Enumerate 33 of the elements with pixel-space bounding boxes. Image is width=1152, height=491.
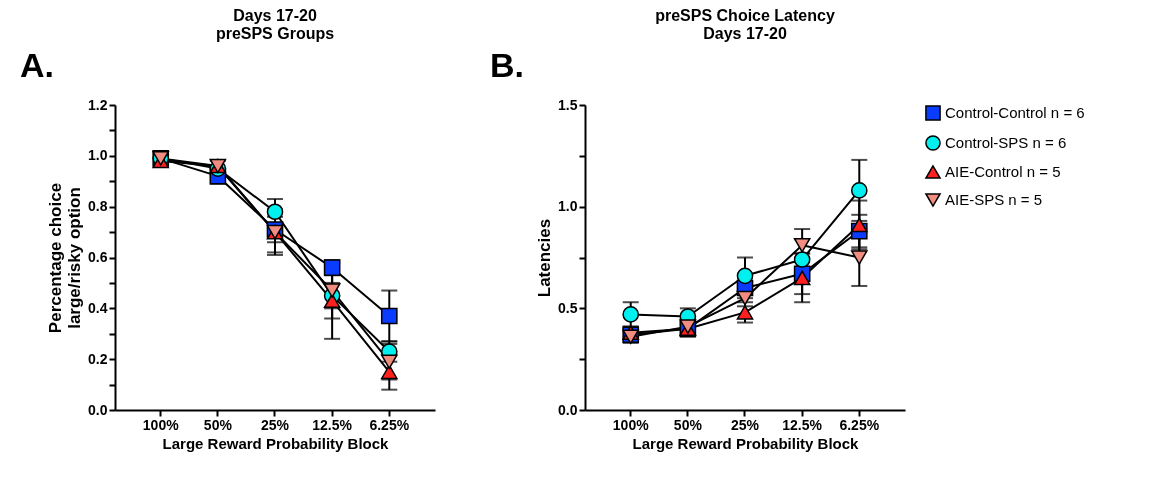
legend-label: AIE-SPS n = 5 <box>945 191 1043 208</box>
x-tick-label: 50% <box>203 416 233 433</box>
legend-label: Control-Control n = 6 <box>945 104 1085 121</box>
y-axis-title: Latencies <box>535 218 555 298</box>
y-tick-label: 0.4 <box>88 299 108 316</box>
x-axis-title: Large Reward Probability Block <box>632 434 860 452</box>
x-tick-label: 6.25% <box>369 416 410 433</box>
text: B. <box>490 46 524 84</box>
x-tick-label: 25% <box>260 416 290 433</box>
y-tick-label: 0.8 <box>88 198 108 215</box>
y-tick-label: 1.0 <box>88 147 108 164</box>
y-tick-label: 1.0 <box>558 198 578 215</box>
y-tick-label: 0.0 <box>88 401 108 418</box>
chart-title: Days 17-20 preSPS Groups <box>215 7 335 42</box>
x-tick-label: 12.5% <box>782 416 823 433</box>
y-tick-label: 0.5 <box>558 299 578 316</box>
y-tick-label: 1.2 <box>88 96 108 113</box>
x-tick-label: 50% <box>673 416 703 433</box>
x-tick-label: 100% <box>612 416 650 433</box>
text: A. <box>20 46 54 84</box>
x-tick-label: 12.5% <box>312 416 353 433</box>
y-tick-label: 1.5 <box>558 96 578 113</box>
y-tick-label: 0.2 <box>88 350 108 367</box>
x-tick-label: 100% <box>142 416 180 433</box>
y-tick-label: 0.6 <box>88 249 108 265</box>
legend-label: Control-SPS n = 6 <box>945 134 1067 151</box>
legend-label: AIE-Control n = 5 <box>945 163 1061 180</box>
y-axis-title: Percentage choice large/risky option <box>46 182 85 334</box>
chart-title: preSPS Choice Latency Days 17-20 <box>655 7 835 42</box>
x-axis-title: Large Reward Probability Block <box>162 434 390 452</box>
x-tick-label: 25% <box>730 416 760 433</box>
x-tick-label: 6.25% <box>839 416 880 433</box>
y-tick-label: 0.0 <box>558 401 578 418</box>
